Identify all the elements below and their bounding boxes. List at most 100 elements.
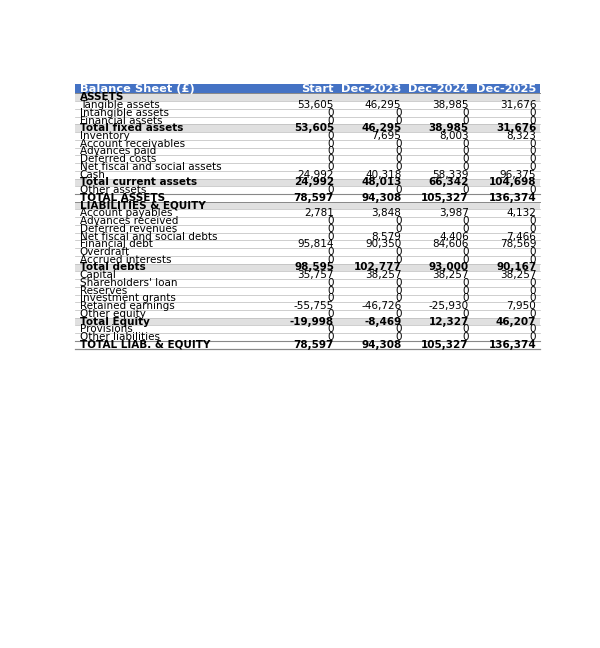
Text: 4,132: 4,132 <box>506 209 536 218</box>
Text: 38,257: 38,257 <box>433 270 469 280</box>
FancyBboxPatch shape <box>75 132 540 140</box>
Text: Inventory: Inventory <box>80 131 130 141</box>
FancyBboxPatch shape <box>75 124 540 132</box>
Text: 0: 0 <box>395 162 401 172</box>
Text: Dec-2025: Dec-2025 <box>476 84 536 93</box>
Text: 0: 0 <box>395 325 401 334</box>
Text: 105,327: 105,327 <box>421 340 469 350</box>
Text: 0: 0 <box>328 231 334 242</box>
Text: 0: 0 <box>530 294 536 303</box>
FancyBboxPatch shape <box>75 140 540 148</box>
Text: 136,374: 136,374 <box>488 193 536 203</box>
Text: 0: 0 <box>395 294 401 303</box>
Text: Total Equity: Total Equity <box>80 317 149 327</box>
Text: Other equity: Other equity <box>80 309 146 319</box>
Text: 0: 0 <box>328 278 334 288</box>
Text: -8,469: -8,469 <box>364 317 401 327</box>
Text: 0: 0 <box>328 131 334 141</box>
Text: 0: 0 <box>463 286 469 295</box>
Text: Net fiscal and social assets: Net fiscal and social assets <box>80 162 221 172</box>
Text: 0: 0 <box>328 154 334 164</box>
Text: TOTAL ASSETS: TOTAL ASSETS <box>80 193 165 203</box>
FancyBboxPatch shape <box>75 84 540 93</box>
Text: Net fiscal and social debts: Net fiscal and social debts <box>80 231 217 242</box>
FancyBboxPatch shape <box>75 240 540 248</box>
FancyBboxPatch shape <box>75 279 540 287</box>
Text: 78,597: 78,597 <box>293 340 334 350</box>
Text: 0: 0 <box>530 224 536 234</box>
Text: 24,992: 24,992 <box>294 178 334 187</box>
Text: 0: 0 <box>395 309 401 319</box>
FancyBboxPatch shape <box>75 325 540 333</box>
FancyBboxPatch shape <box>75 209 540 217</box>
Text: Deferred revenues: Deferred revenues <box>80 224 177 234</box>
FancyBboxPatch shape <box>75 333 540 341</box>
Text: 136,374: 136,374 <box>488 340 536 350</box>
Text: 0: 0 <box>463 255 469 265</box>
Text: 0: 0 <box>530 216 536 226</box>
Text: Other assets: Other assets <box>80 185 146 195</box>
Text: 0: 0 <box>395 247 401 257</box>
Text: 4,406: 4,406 <box>439 231 469 242</box>
FancyBboxPatch shape <box>75 101 540 109</box>
Text: -19,998: -19,998 <box>290 317 334 327</box>
Text: 31,676: 31,676 <box>496 123 536 133</box>
FancyBboxPatch shape <box>75 233 540 240</box>
Text: -25,930: -25,930 <box>429 301 469 311</box>
Text: LIABILITIES & EQUITY: LIABILITIES & EQUITY <box>80 201 205 211</box>
Text: 0: 0 <box>530 309 536 319</box>
Text: Intangible assets: Intangible assets <box>80 108 169 118</box>
Text: 24,992: 24,992 <box>298 170 334 179</box>
FancyBboxPatch shape <box>75 256 540 264</box>
Text: 53,605: 53,605 <box>298 100 334 110</box>
Text: 0: 0 <box>530 139 536 149</box>
Text: 94,308: 94,308 <box>361 193 401 203</box>
Text: 38,257: 38,257 <box>500 270 536 280</box>
Text: 58,339: 58,339 <box>433 170 469 179</box>
Text: Overdraft: Overdraft <box>80 247 130 257</box>
Text: 7,466: 7,466 <box>506 231 536 242</box>
FancyBboxPatch shape <box>75 302 540 310</box>
FancyBboxPatch shape <box>75 217 540 225</box>
Text: 40,318: 40,318 <box>365 170 401 179</box>
Text: 0: 0 <box>463 278 469 288</box>
Text: 12,327: 12,327 <box>428 317 469 327</box>
Text: 95,814: 95,814 <box>298 239 334 249</box>
Text: 0: 0 <box>328 108 334 118</box>
Text: 0: 0 <box>530 286 536 295</box>
Text: 0: 0 <box>463 325 469 334</box>
Text: 38,985: 38,985 <box>433 100 469 110</box>
Text: 0: 0 <box>530 108 536 118</box>
Text: Advances received: Advances received <box>80 216 178 226</box>
Text: 0: 0 <box>530 278 536 288</box>
FancyBboxPatch shape <box>75 194 540 202</box>
FancyBboxPatch shape <box>75 287 540 295</box>
FancyBboxPatch shape <box>75 171 540 179</box>
Text: 48,013: 48,013 <box>361 178 401 187</box>
Text: Balance Sheet (£): Balance Sheet (£) <box>80 84 194 93</box>
Text: TOTAL LIAB. & EQUITY: TOTAL LIAB. & EQUITY <box>80 340 210 350</box>
Text: Total fixed assets: Total fixed assets <box>80 123 183 133</box>
Text: 0: 0 <box>395 154 401 164</box>
Text: 0: 0 <box>328 139 334 149</box>
Text: 0: 0 <box>530 154 536 164</box>
Text: 0: 0 <box>463 294 469 303</box>
Text: Deferred costs: Deferred costs <box>80 154 156 164</box>
Text: 0: 0 <box>530 115 536 126</box>
Text: 8,579: 8,579 <box>371 231 401 242</box>
Text: Total current assets: Total current assets <box>80 178 197 187</box>
Text: 0: 0 <box>530 146 536 156</box>
FancyBboxPatch shape <box>75 264 540 272</box>
FancyBboxPatch shape <box>75 148 540 156</box>
Text: 0: 0 <box>328 247 334 257</box>
Text: 0: 0 <box>530 185 536 195</box>
FancyBboxPatch shape <box>75 310 540 318</box>
Text: 93,000: 93,000 <box>429 262 469 273</box>
Text: 90,350: 90,350 <box>365 239 401 249</box>
Text: 0: 0 <box>463 115 469 126</box>
FancyBboxPatch shape <box>75 179 540 186</box>
Text: 90,167: 90,167 <box>496 262 536 273</box>
FancyBboxPatch shape <box>75 341 540 349</box>
Text: 0: 0 <box>463 185 469 195</box>
Text: 0: 0 <box>395 108 401 118</box>
